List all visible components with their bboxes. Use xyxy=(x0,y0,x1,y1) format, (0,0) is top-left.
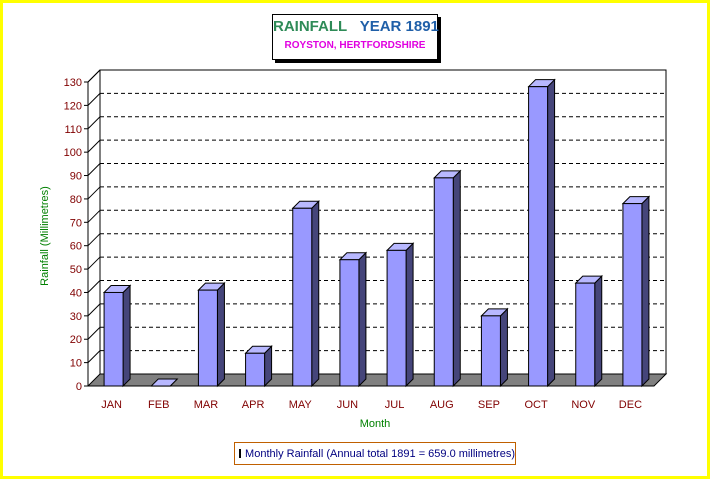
x-tick-label: MAR xyxy=(194,399,219,411)
gridline-depth xyxy=(87,163,101,176)
y-tick-label: 90 xyxy=(70,171,82,183)
bar-side xyxy=(405,242,414,388)
x-tick-label: APR xyxy=(242,399,265,411)
bar xyxy=(575,282,596,387)
bar xyxy=(528,86,549,387)
y-tick-label: 70 xyxy=(70,217,82,229)
bar-side xyxy=(499,307,508,388)
chart-subtitle: ROYSTON, HERTFORDSHIRE xyxy=(284,40,426,51)
bar-side xyxy=(358,251,367,388)
chart-title: RAINFALL YEAR 1891 xyxy=(273,18,439,35)
chart-title-year: YEAR 1891 xyxy=(359,18,439,35)
y-tick-label: 130 xyxy=(64,77,82,89)
y-tick-label: 60 xyxy=(70,241,82,253)
x-tick-label: FEB xyxy=(148,399,169,411)
gridline-depth xyxy=(87,350,101,363)
gridline-depth xyxy=(87,303,101,317)
gridline-depth xyxy=(87,326,101,340)
chart-legend: Monthly Rainfall (Annual total 1891 = 65… xyxy=(234,442,516,465)
gridline-depth xyxy=(87,209,101,223)
bar xyxy=(197,289,218,387)
y-tick-label: 30 xyxy=(70,311,82,323)
bar-side xyxy=(122,284,131,388)
y-tick-label: 10 xyxy=(70,358,82,370)
chart-title-rainfall: RAINFALL xyxy=(273,18,348,35)
y-tick-label: 0 xyxy=(76,381,82,393)
x-tick-label: DEC xyxy=(619,399,642,411)
bar-side xyxy=(452,169,461,388)
legend-swatch xyxy=(239,449,242,458)
gridline-depth xyxy=(87,93,101,106)
bar xyxy=(386,249,407,387)
x-tick-label: AUG xyxy=(430,399,454,411)
y-tick-label: 80 xyxy=(70,194,82,206)
y-tick-label: 50 xyxy=(70,264,82,276)
y-axis-top-edge xyxy=(87,69,101,83)
plot-back-wall xyxy=(99,69,667,375)
gridline-depth xyxy=(87,116,101,130)
bar xyxy=(103,291,124,387)
y-tick-label: 110 xyxy=(64,124,82,136)
y-tick-label: 20 xyxy=(70,334,82,346)
bar xyxy=(433,177,454,387)
bar-side xyxy=(311,200,320,388)
legend-label: Monthly Rainfall (Annual total 1891 = 65… xyxy=(245,447,515,460)
gridline-depth xyxy=(87,280,101,293)
gridline-depth xyxy=(87,186,101,200)
x-tick-label: JUL xyxy=(385,399,405,411)
x-tick-label: OCT xyxy=(524,399,548,411)
x-tick-label: MAY xyxy=(289,399,313,411)
bar xyxy=(245,352,266,387)
gridline-depth xyxy=(87,256,101,270)
plot-floor xyxy=(86,373,668,387)
gridline-depth xyxy=(87,233,101,247)
x-tick-label: JUN xyxy=(337,399,358,411)
x-tick-label: NOV xyxy=(571,399,596,411)
bar xyxy=(292,207,313,387)
y-axis-title: Rainfall (Millimetres) xyxy=(39,186,51,286)
bar-side xyxy=(547,78,556,388)
bar xyxy=(339,259,360,387)
x-tick-label: JAN xyxy=(101,399,122,411)
x-axis-title: Month xyxy=(360,418,391,430)
bar-side xyxy=(594,274,603,388)
y-tick-label: 120 xyxy=(64,100,82,112)
x-tick-label: SEP xyxy=(478,399,500,411)
bar xyxy=(622,203,643,387)
gridline-depth xyxy=(87,139,101,153)
bar-side xyxy=(216,281,225,388)
bar-side xyxy=(641,195,650,388)
y-tick-label: 40 xyxy=(70,287,82,299)
chart-title-box: RAINFALL YEAR 1891 ROYSTON, HERTFORDSHIR… xyxy=(272,14,439,60)
y-tick-label: 100 xyxy=(64,147,82,159)
bar xyxy=(480,315,501,387)
